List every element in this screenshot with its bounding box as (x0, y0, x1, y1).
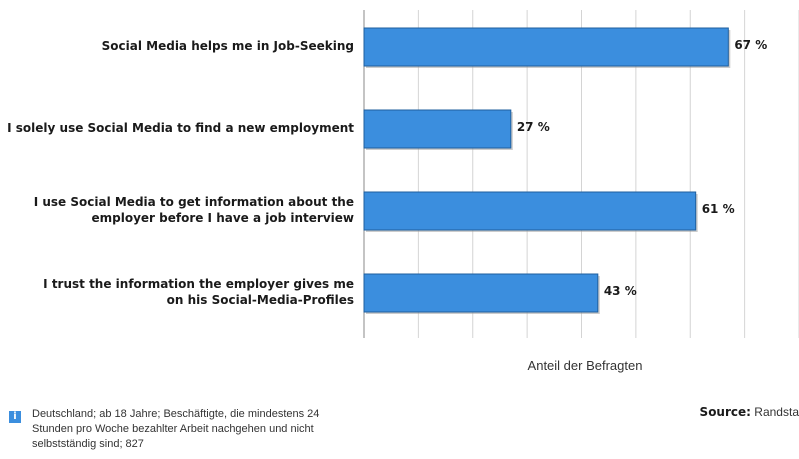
bar-value-label: 67 % (734, 38, 768, 52)
bar (363, 191, 697, 231)
bar-value-label: 61 % (701, 202, 735, 216)
info-icon[interactable]: i (9, 411, 21, 423)
x-axis-label: Anteil der Befragten (527, 358, 643, 373)
category-label-line: I trust the information the employer giv… (43, 277, 354, 291)
footnote: Deutschland; ab 18 Jahre; Beschäftigte, … (32, 408, 320, 450)
bar (363, 273, 599, 313)
bar (363, 109, 512, 149)
category-label-line: I solely use Social Media to find a new … (7, 121, 354, 135)
category-label-line: on his Social-Media-Profiles (166, 293, 354, 307)
category-label-line: I use Social Media to get information ab… (33, 195, 354, 209)
category-label: Social Media helps me in Job-Seeking (0, 38, 354, 54)
category-label: I use Social Media to get information ab… (0, 194, 354, 226)
category-label: I trust the information the employer giv… (0, 276, 354, 308)
bar (363, 27, 729, 67)
category-label: I solely use Social Media to find a new … (0, 120, 354, 136)
category-label-line: Social Media helps me in Job-Seeking (101, 39, 354, 53)
category-label-line: employer before I have a job interview (91, 211, 354, 225)
source: Source: Randsta (700, 405, 799, 419)
bar-value-label: 27 % (516, 120, 550, 134)
source-label: Source: (699, 405, 751, 419)
bar-value-label: 43 % (603, 284, 637, 298)
source-value: Randsta (754, 405, 799, 419)
